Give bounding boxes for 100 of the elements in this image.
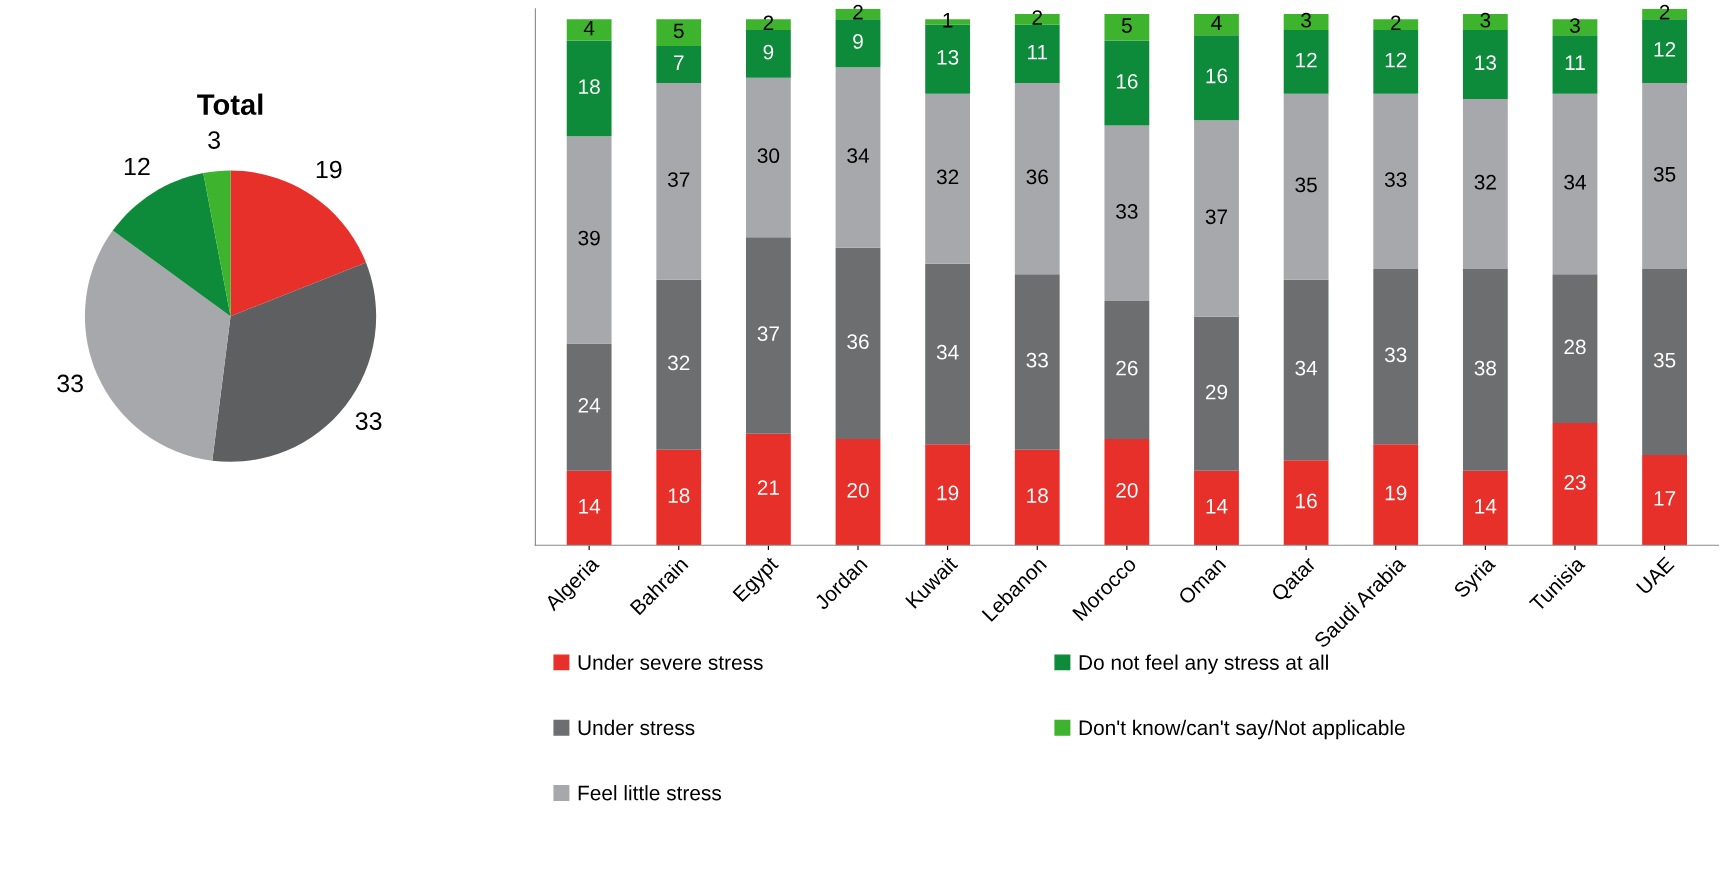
data-label: 16 xyxy=(1206,68,1228,84)
bar xyxy=(835,247,881,439)
data-label: 14 xyxy=(1475,499,1497,514)
data-label: 2 xyxy=(853,4,863,20)
data-label: 30 xyxy=(757,148,780,164)
data-label: 9 xyxy=(763,44,774,60)
data-label: 11 xyxy=(1028,44,1048,60)
data-label: 34 xyxy=(1564,174,1586,190)
legend-label: Feel little stress xyxy=(578,785,721,801)
bar xyxy=(656,279,702,450)
bar xyxy=(1283,279,1329,461)
bar xyxy=(1462,99,1508,270)
data-label: 33 xyxy=(1026,352,1048,368)
data-label: 3 xyxy=(208,131,220,149)
bar xyxy=(925,263,971,445)
bar xyxy=(1552,93,1598,275)
bar xyxy=(835,439,881,546)
bar xyxy=(1194,14,1239,36)
bar xyxy=(1462,14,1508,30)
data-label: 35 xyxy=(1295,177,1317,193)
bar xyxy=(1462,29,1508,100)
bar xyxy=(745,433,791,546)
data-label: 18 xyxy=(1027,488,1048,504)
data-label: 33 xyxy=(57,374,83,393)
data-label: 24 xyxy=(578,397,601,413)
bar xyxy=(1014,449,1060,546)
data-label: 29 xyxy=(1205,384,1228,400)
bar xyxy=(1462,269,1508,471)
bar xyxy=(925,444,971,546)
data-label: 14 xyxy=(579,499,601,514)
data-label: 11 xyxy=(1565,55,1585,70)
data-label: 26 xyxy=(1116,360,1138,376)
bar xyxy=(1283,93,1329,280)
data-label: 32 xyxy=(936,169,959,185)
bar xyxy=(566,19,612,41)
data-label: 5 xyxy=(1121,18,1132,33)
bar xyxy=(1194,470,1239,546)
bar xyxy=(1552,423,1598,546)
data-label: 2 xyxy=(1659,4,1670,20)
bar xyxy=(1283,460,1329,546)
data-label: 38 xyxy=(1474,360,1497,376)
bar xyxy=(1373,29,1419,94)
bar xyxy=(1462,470,1508,546)
bar xyxy=(566,343,612,471)
bar xyxy=(745,237,791,434)
data-label: 36 xyxy=(847,334,869,349)
data-label: 2 xyxy=(1032,10,1042,25)
data-label: 35 xyxy=(1653,352,1676,368)
data-label: 13 xyxy=(937,50,959,65)
data-label: 36 xyxy=(1026,169,1048,185)
data-label: 33 xyxy=(1384,172,1407,187)
data-label: 18 xyxy=(668,488,690,504)
pie-slice xyxy=(84,230,231,461)
data-label: 16 xyxy=(1296,493,1317,509)
data-label: 19 xyxy=(1385,485,1407,501)
data-label: 37 xyxy=(757,326,779,342)
bar xyxy=(1373,93,1419,270)
data-label: 34 xyxy=(847,148,869,164)
data-label: 7 xyxy=(674,55,684,70)
data-label: 19 xyxy=(316,160,342,179)
bar xyxy=(656,19,702,46)
bar xyxy=(1104,439,1150,546)
bar xyxy=(1642,269,1687,455)
bar xyxy=(1552,35,1598,94)
bar xyxy=(1104,14,1150,41)
bar xyxy=(1014,24,1060,84)
bar xyxy=(656,83,702,280)
bar xyxy=(745,29,791,78)
legend-label: Don't know/can't say/Not applicable xyxy=(1079,719,1405,740)
data-label: 12 xyxy=(1296,52,1317,68)
bar xyxy=(1552,19,1598,36)
data-label: 3 xyxy=(1480,12,1491,28)
data-label: 28 xyxy=(1564,339,1586,355)
data-label: 12 xyxy=(1385,52,1407,68)
data-label: 4 xyxy=(1211,15,1222,31)
legend-label: Under severe stress xyxy=(578,654,763,670)
data-label: 3 xyxy=(1301,12,1311,28)
data-label: 18 xyxy=(579,79,600,94)
data-label: 12 xyxy=(1654,42,1676,57)
pie-slice xyxy=(203,170,231,317)
data-label: 20 xyxy=(1116,482,1138,498)
data-label: 19 xyxy=(937,485,959,501)
data-label: 37 xyxy=(667,172,690,187)
bar xyxy=(1014,274,1060,450)
data-label: 23 xyxy=(1564,475,1586,490)
bar xyxy=(1373,444,1419,546)
bar xyxy=(835,19,881,68)
bar xyxy=(1194,316,1239,471)
data-label: 32 xyxy=(667,355,690,371)
data-label: 16 xyxy=(1116,73,1138,89)
bar xyxy=(1194,120,1239,317)
bar xyxy=(566,470,612,546)
pie-slice xyxy=(112,173,231,317)
legend-label: Do not feel any stress at all xyxy=(1079,654,1328,674)
data-label: 9 xyxy=(853,34,863,49)
bar xyxy=(1283,14,1329,30)
bar xyxy=(1642,83,1687,270)
data-label: 2 xyxy=(763,15,774,31)
bar xyxy=(1014,83,1060,275)
bar xyxy=(1373,269,1419,445)
